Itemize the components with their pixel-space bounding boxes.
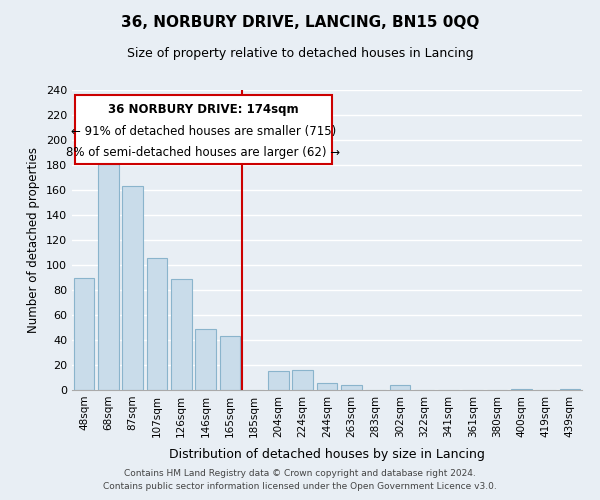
- Bar: [74, 278, 94, 390]
- Bar: [195, 329, 216, 390]
- Text: 36, NORBURY DRIVE, LANCING, BN15 0QQ: 36, NORBURY DRIVE, LANCING, BN15 0QQ: [121, 15, 479, 30]
- Bar: [317, 382, 337, 390]
- Text: ← 91% of detached houses are smaller (715): ← 91% of detached houses are smaller (71…: [71, 124, 336, 138]
- Bar: [220, 336, 240, 390]
- Bar: [146, 258, 167, 390]
- Text: Contains public sector information licensed under the Open Government Licence v3: Contains public sector information licen…: [103, 482, 497, 491]
- Text: Contains HM Land Registry data © Crown copyright and database right 2024.: Contains HM Land Registry data © Crown c…: [124, 468, 476, 477]
- Bar: [560, 389, 580, 390]
- Bar: [389, 385, 410, 390]
- Bar: [268, 371, 289, 390]
- Y-axis label: Number of detached properties: Number of detached properties: [28, 147, 40, 333]
- Bar: [511, 389, 532, 390]
- FancyBboxPatch shape: [74, 94, 332, 164]
- Bar: [341, 385, 362, 390]
- Bar: [98, 140, 119, 390]
- Bar: [292, 370, 313, 390]
- X-axis label: Distribution of detached houses by size in Lancing: Distribution of detached houses by size …: [169, 448, 485, 461]
- Bar: [122, 186, 143, 390]
- Text: 36 NORBURY DRIVE: 174sqm: 36 NORBURY DRIVE: 174sqm: [108, 104, 299, 117]
- Text: 8% of semi-detached houses are larger (62) →: 8% of semi-detached houses are larger (6…: [66, 146, 340, 158]
- Text: Size of property relative to detached houses in Lancing: Size of property relative to detached ho…: [127, 48, 473, 60]
- Bar: [171, 279, 191, 390]
